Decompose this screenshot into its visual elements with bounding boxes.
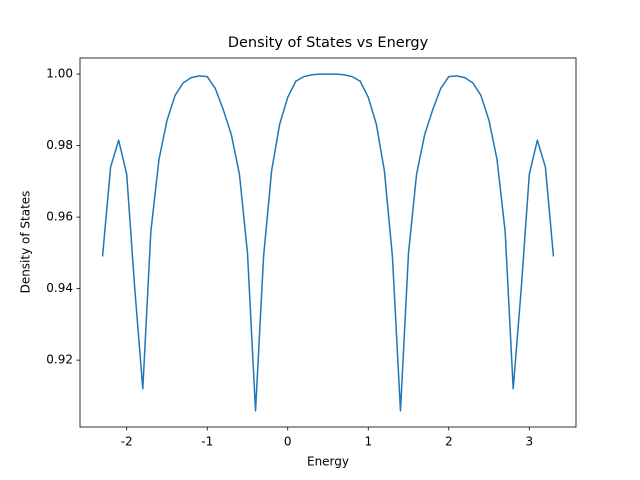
x-tick-label: -2 [121,435,133,449]
x-axis-label: Energy [307,455,349,469]
y-tick-label: 0.94 [46,281,73,295]
x-tick-label: 3 [525,435,533,449]
y-tick-label: 1.00 [46,67,73,81]
y-axis-label: Density of States [19,191,33,294]
plot-frame [79,57,577,428]
chart-title: Density of States vs Energy [228,35,429,51]
x-tick-label: 1 [364,435,372,449]
y-tick-label: 0.96 [46,210,73,224]
y-tick-label: 0.92 [46,353,73,367]
x-tick-label: 0 [284,435,292,449]
x-tick-label: -1 [201,435,213,449]
y-tick-label: 0.98 [46,138,73,152]
x-tick-label: 2 [445,435,453,449]
line-series [101,73,555,412]
